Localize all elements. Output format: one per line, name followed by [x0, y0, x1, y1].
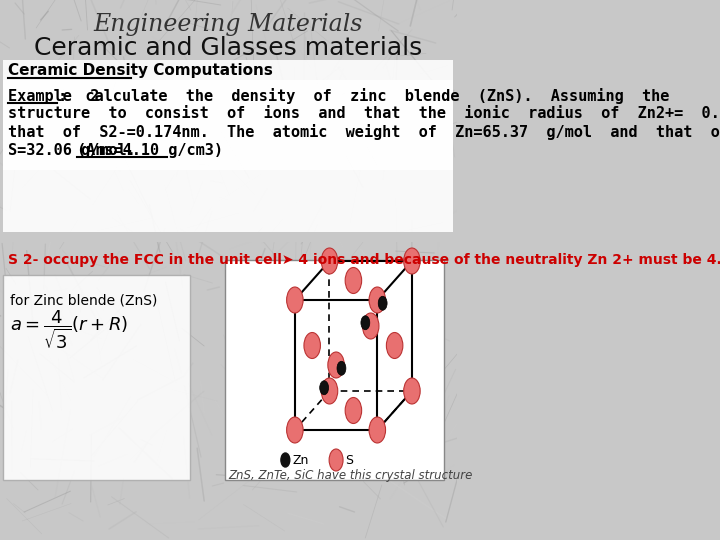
- Circle shape: [320, 381, 328, 395]
- Bar: [3, 80, 454, 235]
- Circle shape: [361, 316, 370, 330]
- Bar: [0, 232, 456, 242]
- Text: for Zinc blende (ZnS): for Zinc blende (ZnS): [9, 293, 166, 307]
- Circle shape: [404, 248, 420, 274]
- Circle shape: [362, 313, 379, 339]
- Circle shape: [287, 417, 303, 443]
- Bar: [3, 60, 454, 170]
- Circle shape: [369, 287, 385, 313]
- Text: Example  2: Example 2: [8, 89, 99, 104]
- Text: Zn: Zn: [293, 454, 310, 467]
- Text: Ceramic Density Computations: Ceramic Density Computations: [8, 64, 272, 78]
- Text: $a = \dfrac{4}{\sqrt{3}}(r + R)$: $a = \dfrac{4}{\sqrt{3}}(r + R)$: [9, 308, 127, 352]
- Circle shape: [345, 397, 361, 423]
- Circle shape: [369, 417, 385, 443]
- Circle shape: [321, 248, 338, 274]
- Circle shape: [345, 267, 361, 294]
- Text: that  of  S2-=0.174nm.  The  atomic  weight  of  Zn=65.37  g/mol  and  that  of: that of S2-=0.174nm. The atomic weight o…: [8, 124, 720, 140]
- Circle shape: [321, 378, 338, 404]
- Bar: [225, 260, 444, 480]
- Circle shape: [387, 333, 403, 359]
- Text: (Ans=4.10 g/cm3): (Ans=4.10 g/cm3): [77, 143, 223, 158]
- Circle shape: [328, 352, 344, 378]
- Circle shape: [304, 333, 320, 359]
- Text: S 2- occupy the FCC in the unit cell➤ 4 ions and because of the neutrality Zn 2+: S 2- occupy the FCC in the unit cell➤ 4 …: [8, 253, 720, 267]
- Text: Ceramic and Glasses materials: Ceramic and Glasses materials: [34, 36, 423, 60]
- Circle shape: [378, 296, 387, 310]
- Text: S: S: [346, 454, 354, 467]
- Text: S=32.06 g/mol.: S=32.06 g/mol.: [8, 143, 153, 158]
- Circle shape: [404, 378, 420, 404]
- Text: :  calculate  the  density  of  zinc  blende  (ZnS).  Assuming  the: : calculate the density of zinc blende (…: [58, 88, 670, 104]
- Bar: [3, 275, 190, 480]
- Text: ZnS, ZnTe, SiC have this crystal structure: ZnS, ZnTe, SiC have this crystal structu…: [228, 469, 472, 483]
- Circle shape: [287, 287, 303, 313]
- Circle shape: [329, 449, 343, 471]
- Text: Engineering Materials: Engineering Materials: [94, 14, 363, 37]
- Circle shape: [337, 361, 346, 375]
- Text: structure  to  consist  of  ions  and  that  the  ionic  radius  of  Zn2+=  0.06: structure to consist of ions and that th…: [8, 106, 720, 122]
- Circle shape: [281, 453, 289, 467]
